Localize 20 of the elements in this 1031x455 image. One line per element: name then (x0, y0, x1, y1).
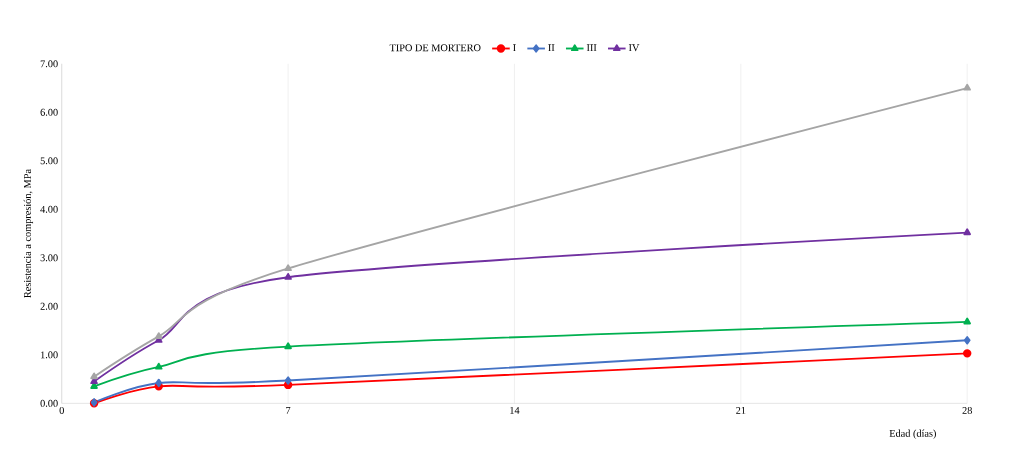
legend-title: TIPO DE MORTERO (389, 44, 481, 52)
y-tick-label: 4.00 (40, 205, 58, 213)
legend-label: IV (628, 44, 640, 52)
x-tick-label: 28 (962, 407, 972, 415)
x-tick-label: 0 (59, 407, 64, 415)
y-tick-label: 7.00 (40, 60, 58, 68)
y-tick-label: 5.00 (40, 157, 58, 165)
y-tick-label: 0.00 (40, 399, 58, 407)
x-tick-label: 7 (286, 407, 291, 414)
y-tick-label: 3.00 (40, 254, 58, 262)
legend-label: III (586, 44, 597, 52)
x-tick-label: 14 (510, 407, 520, 414)
x-axis-title: Edad (días) (889, 429, 936, 440)
y-tick-label: 2.00 (40, 302, 58, 310)
x-tick-label: 21 (736, 407, 746, 414)
y-axis-title: Resistencia a compresión, MPa (23, 169, 34, 298)
y-tick-label: 1.00 (41, 351, 58, 359)
y-tick-label: 6.00 (40, 108, 58, 116)
legend-label: II (548, 44, 555, 52)
legend-label: I (513, 44, 516, 52)
